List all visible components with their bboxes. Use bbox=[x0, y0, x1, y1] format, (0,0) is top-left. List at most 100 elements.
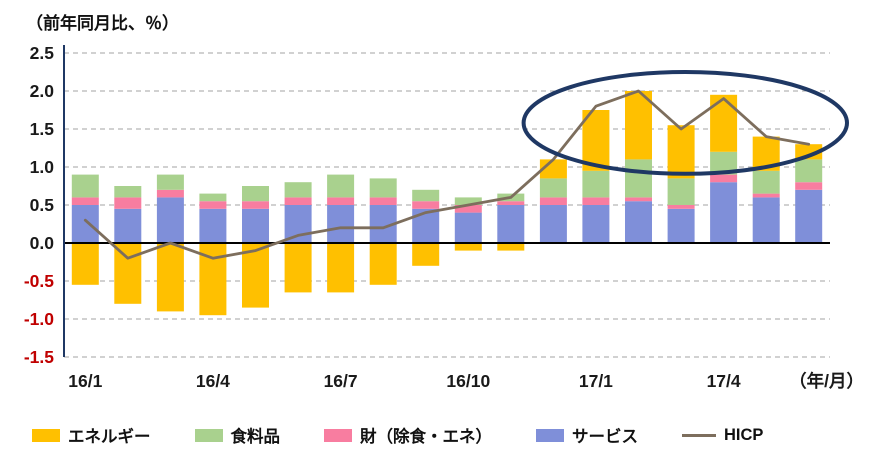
bar-segment-food bbox=[156, 174, 184, 190]
bar-segment-goods bbox=[667, 205, 695, 209]
bar-segment-energy bbox=[582, 110, 610, 171]
y-tick-label: -0.5 bbox=[24, 271, 54, 291]
chart-legend: エネルギー 食料品 財（除食・エネ） サービス HICP bbox=[0, 413, 870, 457]
bar-segment-services bbox=[454, 212, 482, 243]
bar-segment-services bbox=[667, 208, 695, 243]
bar-segment-services bbox=[582, 205, 610, 243]
bar-segment-food bbox=[327, 174, 355, 198]
bar-segment-services bbox=[242, 208, 269, 243]
bar-segment-energy bbox=[242, 243, 269, 308]
bar-segment-energy bbox=[369, 243, 397, 285]
y-tick-label: -1.5 bbox=[24, 347, 54, 367]
bar-segment-food bbox=[242, 186, 269, 202]
bar-segment-food bbox=[539, 178, 567, 198]
bar-segment-goods bbox=[199, 201, 227, 209]
bar-segment-food bbox=[114, 186, 142, 198]
bar-segment-goods bbox=[412, 201, 440, 209]
y-tick-label: 1.0 bbox=[30, 157, 55, 177]
x-tick-label-17-4: 17/4 bbox=[707, 371, 741, 391]
legend-label-goods: 財（除食・エネ） bbox=[360, 428, 492, 446]
bar-segment-energy bbox=[497, 243, 525, 251]
bar-segment-food bbox=[752, 170, 780, 194]
bar-segment-energy bbox=[625, 91, 652, 160]
legend-label-hicp: HICP bbox=[724, 425, 764, 444]
bar-segment-food bbox=[412, 189, 440, 202]
bar-segment-services bbox=[539, 205, 567, 243]
y-tick-label: -1.0 bbox=[24, 309, 54, 329]
bar-segment-services bbox=[327, 205, 355, 243]
bar-segment-food bbox=[284, 182, 312, 198]
bar-segment-goods bbox=[71, 197, 99, 205]
bar-segment-goods bbox=[454, 205, 482, 213]
bar-segment-energy bbox=[284, 243, 312, 293]
annotation-ellipse bbox=[521, 70, 849, 176]
bar-segment-food bbox=[667, 178, 695, 205]
bar-segment-services bbox=[156, 197, 184, 243]
bar-segment-food bbox=[71, 174, 99, 198]
legend-item-energy: エネルギー bbox=[32, 423, 151, 447]
bar-segment-goods bbox=[539, 197, 567, 205]
bar-segment-food bbox=[795, 159, 823, 183]
bar-segment-energy bbox=[795, 144, 823, 160]
chart-plot-area: -1.5 -1.0 -0.5 0.0 0.5 1.0 1.5 2.0 2.5 16/1 16/4 16… bbox=[0, 37, 870, 409]
bar-segment-energy bbox=[710, 94, 738, 152]
bar-segment-services bbox=[114, 208, 142, 243]
bar-segment-services bbox=[795, 189, 823, 243]
legend-swatch-services bbox=[536, 428, 564, 442]
bar-segment-services bbox=[199, 208, 227, 243]
bar-segment-food bbox=[199, 193, 227, 202]
bar-segment-energy bbox=[71, 243, 99, 285]
legend-item-food: 食料品 bbox=[194, 423, 280, 447]
legend-swatch-energy bbox=[32, 428, 60, 442]
bar-segment-food bbox=[625, 159, 652, 198]
legend-item-goods: 財（除食・エネ） bbox=[324, 423, 492, 447]
bar-segment-goods bbox=[284, 197, 312, 205]
bar-segment-goods bbox=[327, 197, 355, 205]
bar-segment-food bbox=[710, 151, 738, 175]
legend-item-services: サービス bbox=[536, 423, 638, 447]
x-tick-label-16-10: 16/10 bbox=[446, 371, 490, 391]
bar-segment-energy bbox=[156, 243, 184, 312]
bar-segment-services bbox=[752, 197, 780, 243]
bar-segment-energy bbox=[114, 243, 142, 304]
bar-segment-goods bbox=[710, 174, 738, 183]
bar-segment-goods bbox=[582, 197, 610, 205]
bar-segment-goods bbox=[156, 189, 184, 198]
bar-segment-food bbox=[369, 178, 397, 198]
legend-label-energy: エネルギー bbox=[68, 428, 151, 446]
legend-label-services: サービス bbox=[572, 428, 638, 446]
bar-segment-food bbox=[582, 170, 610, 198]
bar-segment-energy bbox=[327, 243, 355, 293]
bar-segment-energy bbox=[667, 125, 695, 179]
bar-segment-goods bbox=[114, 197, 142, 209]
bar-segment-services bbox=[497, 205, 525, 243]
bar-segment-energy bbox=[454, 243, 482, 251]
x-tick-label-16-4: 16/4 bbox=[196, 371, 230, 391]
bar-segment-food bbox=[454, 197, 482, 205]
legend-item-hicp: HICP bbox=[682, 426, 763, 445]
bar-segment-goods bbox=[625, 197, 652, 202]
bar-segment-services bbox=[71, 205, 99, 243]
bar-segment-goods bbox=[752, 193, 780, 198]
bar-segment-goods bbox=[369, 197, 397, 205]
bar-segment-services bbox=[710, 182, 738, 243]
y-tick-label: 2.0 bbox=[30, 81, 55, 101]
legend-line-swatch-hicp bbox=[682, 433, 716, 437]
legend-swatch-food bbox=[194, 428, 223, 442]
bar-segment-goods bbox=[497, 201, 525, 205]
legend-swatch-goods bbox=[324, 428, 352, 442]
bar-segment-services bbox=[625, 201, 652, 243]
chart-svg: -1.5 -1.0 -0.5 0.0 0.5 1.0 1.5 2.0 2.5 16/1 16/4 16… bbox=[24, 43, 864, 391]
y-tick-label: 1.5 bbox=[30, 119, 55, 139]
x-tick-label-16-7: 16/7 bbox=[324, 371, 358, 391]
y-tick-label: 0.0 bbox=[30, 233, 55, 253]
y-tick-label: 2.5 bbox=[30, 43, 55, 63]
chart-title: （前年同月比、％） bbox=[26, 14, 179, 33]
x-tick-label-16-1: 16/1 bbox=[68, 371, 102, 391]
bar-segment-goods bbox=[242, 201, 269, 209]
y-tick-label: 0.5 bbox=[30, 195, 55, 215]
hicp-line bbox=[83, 89, 811, 260]
x-tick-label-17-1: 17/1 bbox=[579, 371, 613, 391]
x-axis-unit-label: （年/月） bbox=[789, 371, 864, 391]
